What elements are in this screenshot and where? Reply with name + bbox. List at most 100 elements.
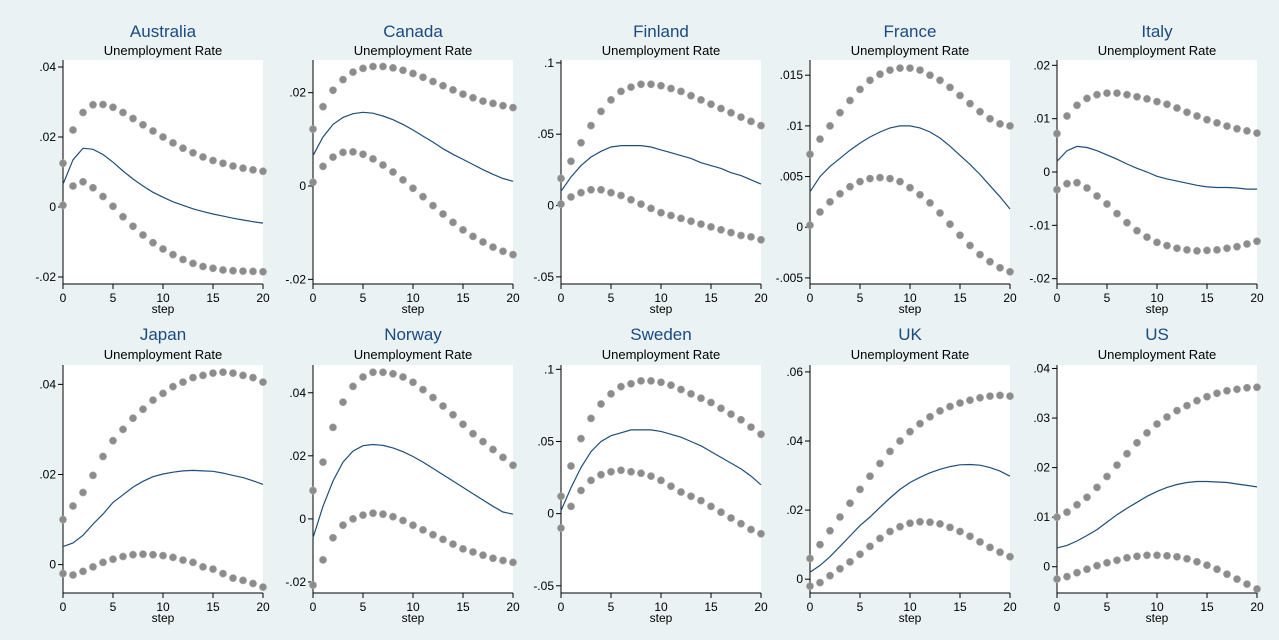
ci-marker-lower bbox=[627, 195, 635, 204]
chart-panel-australia: Australia Unemployment Rate -.02 0 .02 .04 0 5 1… bbox=[35, 22, 270, 316]
x-tick-label: 0 bbox=[1054, 600, 1061, 614]
ci-marker-upper bbox=[1133, 92, 1141, 101]
x-tick-label: 0 bbox=[1054, 291, 1061, 305]
ci-marker-upper bbox=[926, 412, 934, 421]
ci-marker-upper bbox=[826, 122, 834, 130]
ci-marker-upper bbox=[567, 462, 575, 470]
ci-marker-lower bbox=[816, 208, 824, 216]
ci-marker-upper bbox=[886, 66, 894, 74]
ci-marker-upper bbox=[697, 394, 705, 403]
ci-marker-upper bbox=[309, 486, 317, 495]
ci-marker-lower bbox=[886, 527, 894, 536]
x-tick-label: 10 bbox=[654, 600, 668, 614]
ci-marker-upper bbox=[577, 138, 585, 147]
ci-marker-upper bbox=[876, 70, 884, 79]
ci-marker-lower bbox=[229, 266, 237, 275]
ci-marker-upper bbox=[1183, 108, 1191, 117]
ci-marker-upper bbox=[836, 108, 844, 117]
x-tick-label: 20 bbox=[506, 600, 520, 614]
ci-marker-upper bbox=[727, 410, 735, 418]
x-tick-label: 5 bbox=[608, 291, 615, 305]
chart-title: Canada bbox=[383, 22, 443, 41]
ci-marker-lower bbox=[856, 177, 864, 186]
ci-marker-lower bbox=[379, 510, 387, 519]
ci-marker-upper bbox=[1233, 124, 1241, 133]
x-tick-label: 10 bbox=[903, 600, 917, 614]
chart-title: France bbox=[884, 22, 937, 41]
ci-marker-upper bbox=[189, 373, 197, 382]
ci-marker-lower bbox=[1253, 585, 1261, 593]
chart-title: US bbox=[1145, 325, 1169, 344]
ci-marker-upper bbox=[159, 133, 167, 141]
ci-marker-upper bbox=[1143, 428, 1151, 437]
x-tick-label: 10 bbox=[406, 600, 420, 614]
ci-marker-lower bbox=[936, 520, 944, 528]
ci-marker-lower bbox=[727, 228, 735, 237]
ci-marker-upper bbox=[319, 458, 327, 466]
ci-marker-lower bbox=[607, 188, 615, 197]
y-tick-label: .05 bbox=[537, 434, 554, 448]
ci-marker-upper bbox=[239, 164, 247, 173]
ci-marker-upper bbox=[159, 389, 167, 398]
ci-marker-lower bbox=[89, 183, 97, 192]
ci-marker-upper bbox=[259, 378, 267, 386]
ci-marker-upper bbox=[249, 165, 257, 174]
ci-marker-upper bbox=[856, 85, 864, 94]
ci-marker-upper bbox=[239, 371, 247, 380]
ci-marker-upper bbox=[557, 174, 565, 183]
ci-marker-lower bbox=[996, 263, 1004, 272]
ci-marker-lower bbox=[69, 182, 77, 190]
ci-marker-lower bbox=[1183, 554, 1191, 563]
ci-marker-lower bbox=[209, 565, 217, 573]
ci-marker-lower bbox=[637, 200, 645, 208]
ci-marker-lower bbox=[597, 185, 605, 194]
ci-marker-lower bbox=[607, 467, 615, 476]
ci-marker-upper bbox=[219, 368, 227, 377]
chart-subtitle: Unemployment Rate bbox=[104, 43, 223, 58]
ci-marker-lower bbox=[1073, 568, 1081, 577]
ci-marker-upper bbox=[986, 114, 994, 123]
ci-marker-lower bbox=[179, 556, 187, 564]
ci-marker-lower bbox=[657, 476, 665, 485]
x-tick-label: 15 bbox=[704, 291, 718, 305]
ci-marker-lower bbox=[1063, 179, 1071, 188]
x-tick-label: 15 bbox=[1200, 291, 1214, 305]
ci-marker-lower bbox=[509, 558, 517, 567]
y-tick-label: 0 bbox=[299, 179, 306, 193]
ci-marker-upper bbox=[916, 419, 924, 428]
ci-marker-upper bbox=[469, 429, 477, 438]
x-tick-label: 5 bbox=[110, 291, 117, 305]
chart-panel-us: US Unemployment Rate 0 .01 .02 .03 .04 0 5 10 15 20… bbox=[1033, 325, 1264, 625]
y-tick-label: .015 bbox=[780, 68, 804, 82]
ci-marker-upper bbox=[509, 461, 517, 470]
ci-marker-lower bbox=[419, 526, 427, 534]
y-tick-label: .06 bbox=[786, 365, 803, 379]
ci-marker-lower bbox=[439, 535, 447, 544]
ci-marker-lower bbox=[866, 174, 874, 183]
x-tick-label: 10 bbox=[156, 291, 170, 305]
ci-marker-upper bbox=[737, 113, 745, 121]
ci-marker-upper bbox=[119, 425, 127, 434]
ci-marker-lower bbox=[667, 211, 675, 220]
ci-marker-upper bbox=[59, 159, 67, 168]
ci-marker-upper bbox=[1193, 112, 1201, 120]
ci-marker-lower bbox=[439, 210, 447, 218]
ci-marker-lower bbox=[737, 519, 745, 528]
ci-marker-upper bbox=[806, 554, 814, 563]
x-tick-label: 5 bbox=[608, 600, 615, 614]
ci-marker-upper bbox=[956, 399, 964, 407]
y-tick-label: -.005 bbox=[776, 271, 804, 285]
ci-marker-upper bbox=[249, 373, 257, 382]
x-tick-label: 15 bbox=[206, 291, 220, 305]
ci-marker-upper bbox=[1253, 129, 1261, 137]
ci-marker-upper bbox=[99, 100, 107, 109]
ci-marker-lower bbox=[449, 218, 457, 227]
chart-subtitle: Unemployment Rate bbox=[1098, 43, 1217, 58]
ci-marker-upper bbox=[179, 144, 187, 153]
ci-marker-upper bbox=[806, 150, 814, 159]
ci-marker-upper bbox=[876, 459, 884, 468]
ci-marker-lower bbox=[339, 521, 347, 530]
ci-marker-lower bbox=[499, 247, 507, 256]
ci-marker-upper bbox=[687, 389, 695, 398]
ci-marker-upper bbox=[409, 69, 417, 78]
